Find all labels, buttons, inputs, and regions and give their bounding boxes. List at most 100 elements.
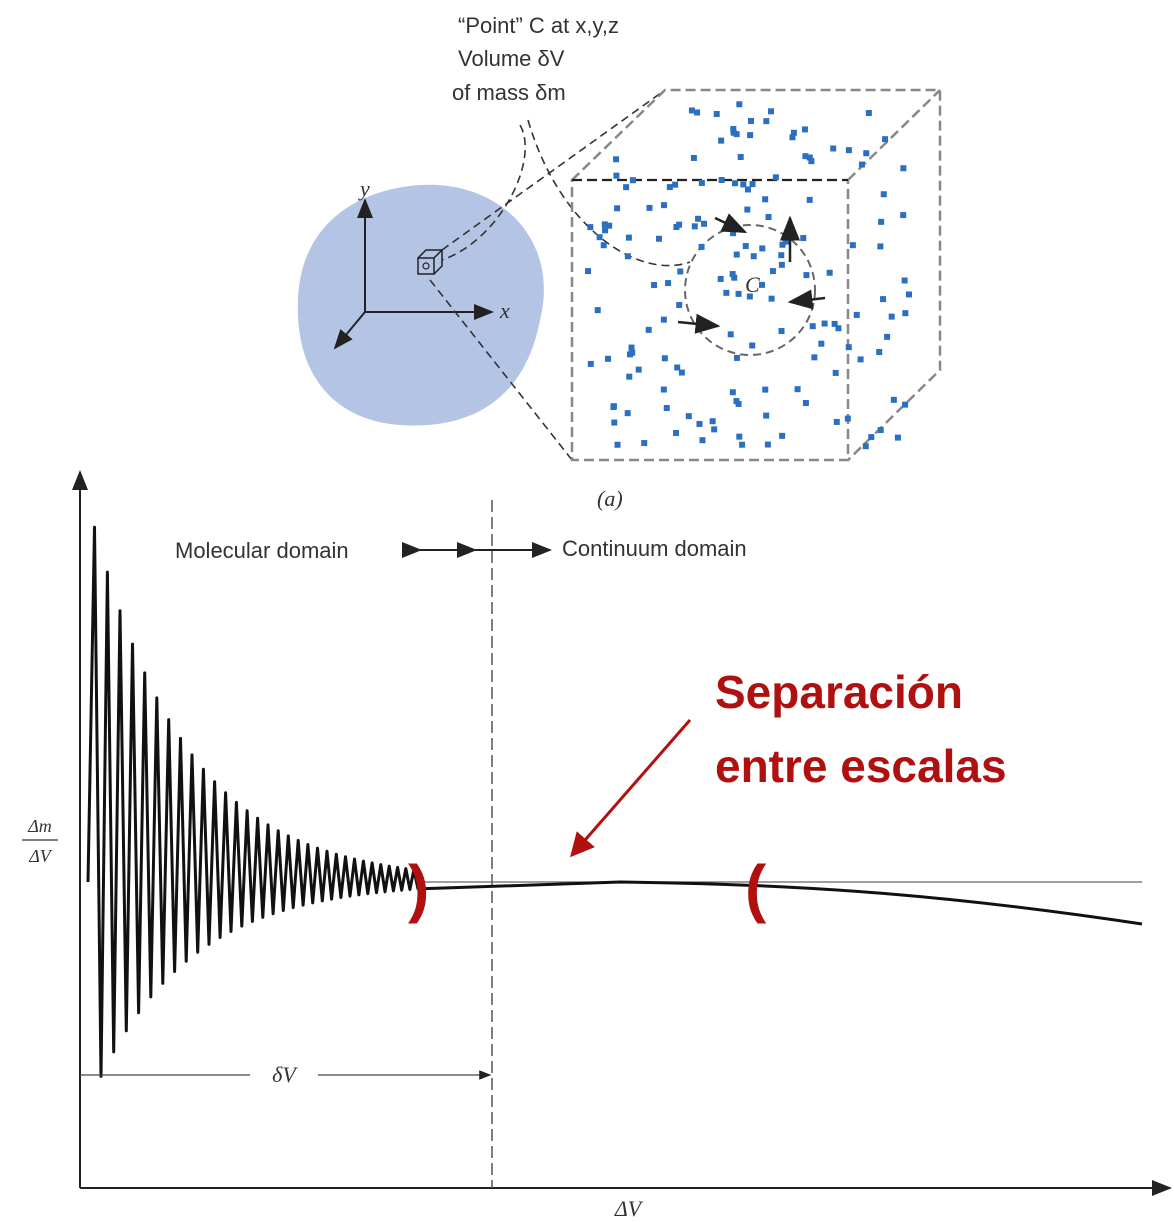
molecule bbox=[677, 268, 683, 274]
molecule bbox=[602, 221, 608, 227]
molecule bbox=[694, 109, 700, 115]
molecule bbox=[701, 221, 707, 227]
molecule bbox=[900, 212, 906, 218]
molecule bbox=[601, 242, 607, 248]
molecule bbox=[610, 404, 616, 410]
molecule bbox=[846, 147, 852, 153]
molecule bbox=[734, 252, 740, 258]
molecule bbox=[845, 416, 851, 422]
molecule bbox=[730, 389, 736, 395]
molecule bbox=[765, 442, 771, 448]
molecule bbox=[676, 222, 682, 228]
right-bracket: ( bbox=[745, 852, 767, 924]
molecule bbox=[689, 107, 695, 113]
molecule bbox=[611, 420, 617, 426]
molecule bbox=[674, 364, 680, 370]
molecule bbox=[751, 253, 757, 259]
molecule bbox=[719, 177, 725, 183]
molecule bbox=[613, 156, 619, 162]
molecule bbox=[895, 435, 901, 441]
molecule bbox=[789, 134, 795, 140]
molecule bbox=[641, 440, 647, 446]
molecule bbox=[779, 433, 785, 439]
molecule bbox=[802, 126, 808, 132]
molecule bbox=[699, 180, 705, 186]
molecule bbox=[800, 235, 806, 241]
molecule bbox=[759, 282, 765, 288]
molecular-label: Molecular domain bbox=[175, 538, 349, 563]
density-curve bbox=[88, 527, 1142, 1076]
molecule bbox=[646, 327, 652, 333]
molecule bbox=[878, 219, 884, 225]
y-label-den: ΔV bbox=[28, 846, 53, 866]
molecule bbox=[779, 328, 785, 334]
molecule bbox=[732, 180, 738, 186]
molecule bbox=[738, 154, 744, 160]
molecule bbox=[744, 207, 750, 213]
molecule bbox=[858, 356, 864, 362]
molecule bbox=[743, 243, 749, 249]
molecule bbox=[877, 243, 883, 249]
molecule bbox=[613, 173, 619, 179]
molecule bbox=[597, 234, 603, 240]
molecule bbox=[833, 370, 839, 376]
molecule bbox=[866, 110, 872, 116]
molecule bbox=[736, 434, 742, 440]
molecule bbox=[762, 387, 768, 393]
continuum-label: Continuum domain bbox=[562, 536, 747, 561]
molecule bbox=[595, 307, 601, 313]
molecule bbox=[808, 158, 814, 164]
molecule bbox=[795, 386, 801, 392]
molecule bbox=[676, 302, 682, 308]
molecule bbox=[827, 270, 833, 276]
dv-label: δV bbox=[272, 1062, 298, 1087]
annotation-arrow bbox=[572, 720, 690, 855]
annotation-line: entre escalas bbox=[715, 740, 1007, 792]
molecule bbox=[807, 197, 813, 203]
molecule bbox=[902, 310, 908, 316]
molecule bbox=[863, 150, 869, 156]
molecule bbox=[692, 223, 698, 229]
molecule bbox=[868, 434, 874, 440]
molecule bbox=[672, 182, 678, 188]
molecule bbox=[906, 291, 912, 297]
molecule bbox=[759, 245, 765, 251]
molecule bbox=[661, 202, 667, 208]
x-label: ΔV bbox=[614, 1196, 644, 1221]
molecule bbox=[730, 271, 736, 277]
molecule bbox=[769, 296, 775, 302]
molecule bbox=[605, 356, 611, 362]
molecule bbox=[730, 230, 736, 236]
molecule bbox=[731, 130, 737, 136]
molecule bbox=[750, 181, 756, 187]
molecule bbox=[711, 426, 717, 432]
molecule bbox=[803, 400, 809, 406]
molecule bbox=[691, 155, 697, 161]
molecule bbox=[762, 196, 768, 202]
molecule bbox=[854, 312, 860, 318]
molecule bbox=[846, 344, 852, 350]
molecule bbox=[773, 174, 779, 180]
molecule bbox=[830, 145, 836, 151]
molecule bbox=[745, 186, 751, 192]
molecule bbox=[880, 296, 886, 302]
molecule bbox=[748, 118, 754, 124]
molecule bbox=[699, 437, 705, 443]
point-label: C bbox=[745, 272, 760, 297]
molecule bbox=[723, 290, 729, 296]
molecule bbox=[802, 153, 808, 159]
molecule bbox=[696, 421, 702, 427]
molecule bbox=[695, 216, 701, 222]
molecule bbox=[661, 317, 667, 323]
figure: “Point” C at x,y,z Volume δV of mass δm … bbox=[0, 0, 1174, 1222]
molecule bbox=[876, 349, 882, 355]
molecule bbox=[625, 253, 631, 259]
molecule bbox=[882, 136, 888, 142]
molecule bbox=[803, 272, 809, 278]
molecule bbox=[736, 101, 742, 107]
molecule bbox=[900, 165, 906, 171]
molecule bbox=[623, 184, 629, 190]
molecule bbox=[588, 361, 594, 367]
molecule bbox=[699, 244, 705, 250]
molecule bbox=[863, 443, 869, 449]
